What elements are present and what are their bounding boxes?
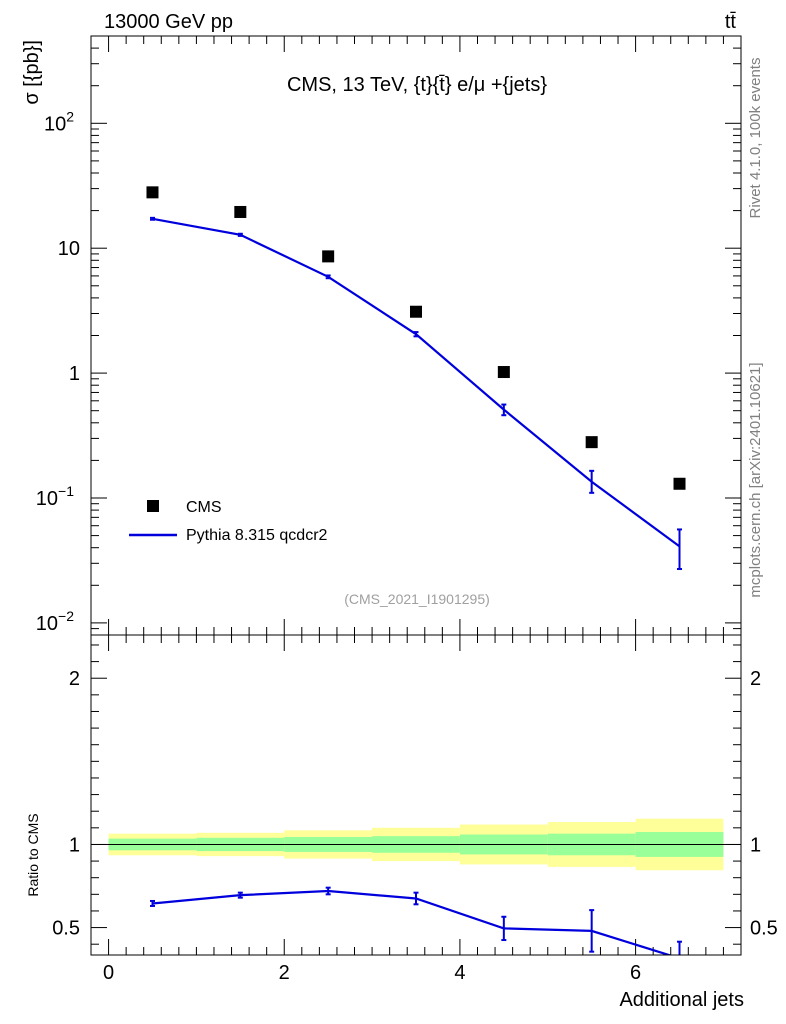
ratio-y-tick-label-left: 2 [69, 668, 80, 690]
legend-pythia-label: Pythia 8.315 qcdcr2 [186, 527, 328, 544]
ratio-plot-frame [90, 634, 742, 956]
ratio-y-tick-label-left: 1 [69, 834, 80, 856]
ratio-uncertainty-bands [91, 818, 741, 871]
ratio-data-marks [149, 886, 683, 955]
ratio-axes: 0.5 0.5 1 1 2 2 0 2 4 6 [52, 635, 778, 984]
cms-data-point [322, 250, 335, 263]
cms-data-point [410, 305, 422, 318]
beam-energy-label: 13000 GeV pp [104, 11, 233, 33]
ratio-y-tick-label-left: 0.5 [52, 918, 80, 940]
y-tick-label: 10−2 [36, 608, 74, 635]
main-y-axis: 10−2 10−1 1 10 102 [36, 35, 742, 636]
legend-cms-label: CMS [186, 499, 222, 516]
y-axis-label: σ [{pb}] [21, 40, 43, 105]
ratio-y-tick-label-right: 0.5 [750, 918, 778, 940]
y-tick-label: 10−1 [36, 483, 74, 510]
x-tick-label: 6 [630, 962, 641, 984]
legend: CMS Pythia 8.315 qcdcr2 [129, 499, 328, 544]
chart-title: CMS, 13 TeV, {t}{t̄} e/μ +{jets} [287, 74, 547, 96]
pythia-series-line [152, 217, 681, 548]
cms-data-point [234, 205, 247, 218]
x-tick-label: 0 [103, 962, 114, 984]
cms-data-point [673, 477, 686, 490]
analysis-id-label: (CMS_2021_I1901295) [344, 591, 490, 607]
rivet-version-label: Rivet 4.1.0, 100k events [747, 58, 764, 219]
process-label: tt̄ [725, 11, 737, 33]
main-data-marks [146, 186, 686, 571]
x-tick-label: 4 [454, 962, 465, 984]
x-tick-label: 2 [279, 962, 290, 984]
ratio-plot-panel: 0.5 0.5 1 1 2 2 0 2 4 6 Ratio to CMS Additional j… [25, 634, 778, 1011]
x-axis-label: Additional jets [619, 989, 744, 1011]
legend-cms-marker [147, 500, 159, 512]
y-tick-label: 10 [58, 238, 80, 260]
cms-data-point [146, 186, 159, 199]
mcplots-credit-label: mcplots.cern.ch [arXiv:2401.10621] [747, 362, 764, 597]
main-plot-panel: 10−2 10−1 1 10 102 CMS, 13 TeV, {t}{t̄} e/μ … [21, 35, 742, 636]
ratio-y-axis-label: Ratio to CMS [25, 813, 41, 896]
y-tick-label: 102 [44, 108, 74, 135]
ratio-y-tick-label-right: 1 [750, 834, 761, 856]
ratio-y-tick-label-right: 2 [750, 668, 761, 690]
y-tick-label: 1 [69, 363, 80, 385]
ratio-series-group [149, 886, 683, 955]
cms-data-point [585, 436, 598, 449]
cms-data-point [497, 366, 510, 379]
